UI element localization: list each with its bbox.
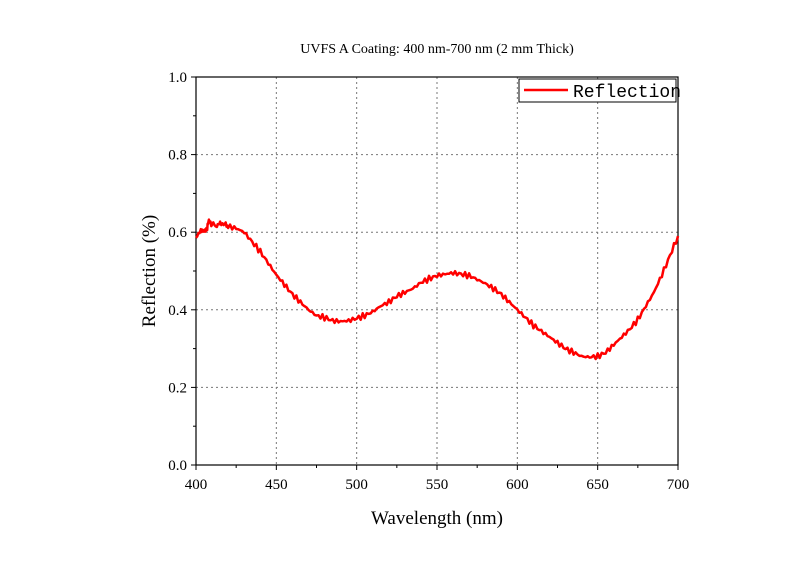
chart-title: UVFS A Coating: 400 nm-700 nm (2 mm Thic… — [300, 42, 574, 57]
x-axis-label: Wavelength (nm) — [371, 508, 503, 529]
x-tick-label: 450 — [265, 477, 288, 493]
y-axis-label: Reflection (%) — [139, 215, 160, 327]
x-tick-label: 700 — [667, 477, 690, 493]
series-reflection-line — [195, 218, 680, 361]
legend: Reflection — [518, 78, 681, 103]
y-tick-label: 0.8 — [168, 148, 187, 164]
y-tick-label: 0.6 — [168, 225, 187, 241]
plot-frame — [195, 76, 679, 466]
y-tick-label: 0.4 — [168, 303, 187, 319]
x-tick-label: 600 — [506, 477, 529, 493]
x-tick-label: 500 — [345, 477, 368, 493]
x-tick-label: 550 — [426, 477, 449, 493]
x-tick-label: 650 — [586, 477, 609, 493]
x-tick-label: 400 — [185, 477, 208, 493]
grid — [196, 77, 678, 465]
legend-label: Reflection — [573, 83, 681, 103]
y-tick-label: 1.0 — [168, 70, 187, 86]
y-tick-label: 0.0 — [168, 458, 187, 474]
y-tick-label: 0.2 — [168, 380, 187, 396]
